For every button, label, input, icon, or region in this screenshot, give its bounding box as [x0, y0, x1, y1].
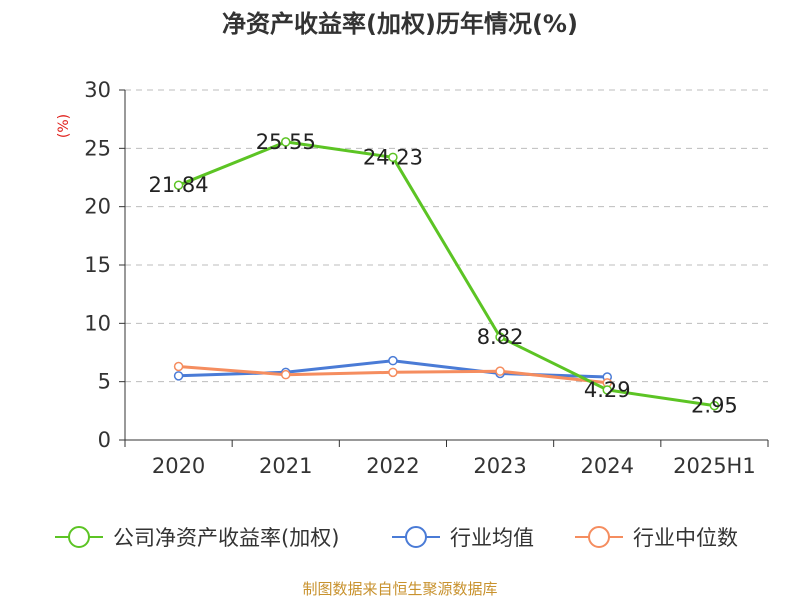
data-point — [281, 137, 291, 147]
data-point — [173, 371, 184, 381]
grid-lines — [125, 89, 768, 383]
data-point — [602, 385, 612, 395]
axes: 0 5 10 15 20 25 30 2020 2021 2022 2023 2024 2025H1 — [84, 78, 769, 478]
data-point — [388, 367, 398, 378]
legend-label: 行业均值 — [450, 526, 534, 550]
legend-item[interactable]: 公司净资产收益率(加权) — [55, 526, 339, 550]
x-tick-label: 2023 — [473, 454, 526, 478]
x-tick-label: 2024 — [581, 454, 634, 478]
data-point — [388, 152, 398, 163]
data-labels: 21.84 25.55 24.23 8.82 4.29 2.95 — [149, 130, 738, 418]
data-point — [388, 355, 398, 366]
data-point — [495, 332, 505, 342]
x-tick-label: 2025H1 — [673, 454, 756, 478]
data-label: 4.29 — [584, 378, 631, 402]
legend-label: 行业中位数 — [633, 526, 738, 550]
y-tick-label: 30 — [84, 78, 111, 102]
data-label: 24.23 — [363, 145, 423, 169]
legend-marker — [405, 526, 427, 548]
data-point — [173, 361, 184, 372]
data-label: 8.82 — [477, 325, 524, 349]
x-tick-label: 2020 — [152, 454, 205, 478]
y-tick-label: 20 — [84, 195, 111, 219]
x-tick-label: 2022 — [366, 454, 419, 478]
source-note: 制图数据来自恒生聚源数据库 — [302, 580, 497, 598]
data-point — [709, 400, 720, 411]
y-tick-label: 25 — [84, 136, 111, 160]
y-tick-label: 0 — [98, 428, 111, 452]
legend-item[interactable]: 行业均值 — [392, 526, 534, 550]
legend-marker — [68, 526, 90, 548]
data-point — [173, 180, 184, 190]
series-line — [178, 140, 715, 408]
chart-title: 净资产收益率(加权)历年情况(%) — [222, 10, 578, 38]
data-label: 2.95 — [691, 394, 738, 418]
legend[interactable]: 公司净资产收益率(加权) 行业均值 行业中位数 — [55, 526, 738, 550]
y-tick-label: 15 — [84, 253, 111, 277]
data-label: 21.84 — [149, 173, 209, 197]
x-tick-label: 2021 — [259, 454, 312, 478]
legend-marker — [588, 526, 610, 548]
series-layer — [173, 137, 720, 411]
data-label: 25.55 — [256, 130, 316, 154]
legend-item[interactable]: 行业中位数 — [575, 526, 738, 550]
y-tick-label: 10 — [84, 311, 111, 335]
y-tick-label: 5 — [98, 370, 111, 394]
data-point — [495, 366, 505, 376]
data-point — [281, 369, 291, 380]
legend-label: 公司净资产收益率(加权) — [113, 526, 339, 550]
y-axis-unit: (%) — [56, 114, 72, 138]
